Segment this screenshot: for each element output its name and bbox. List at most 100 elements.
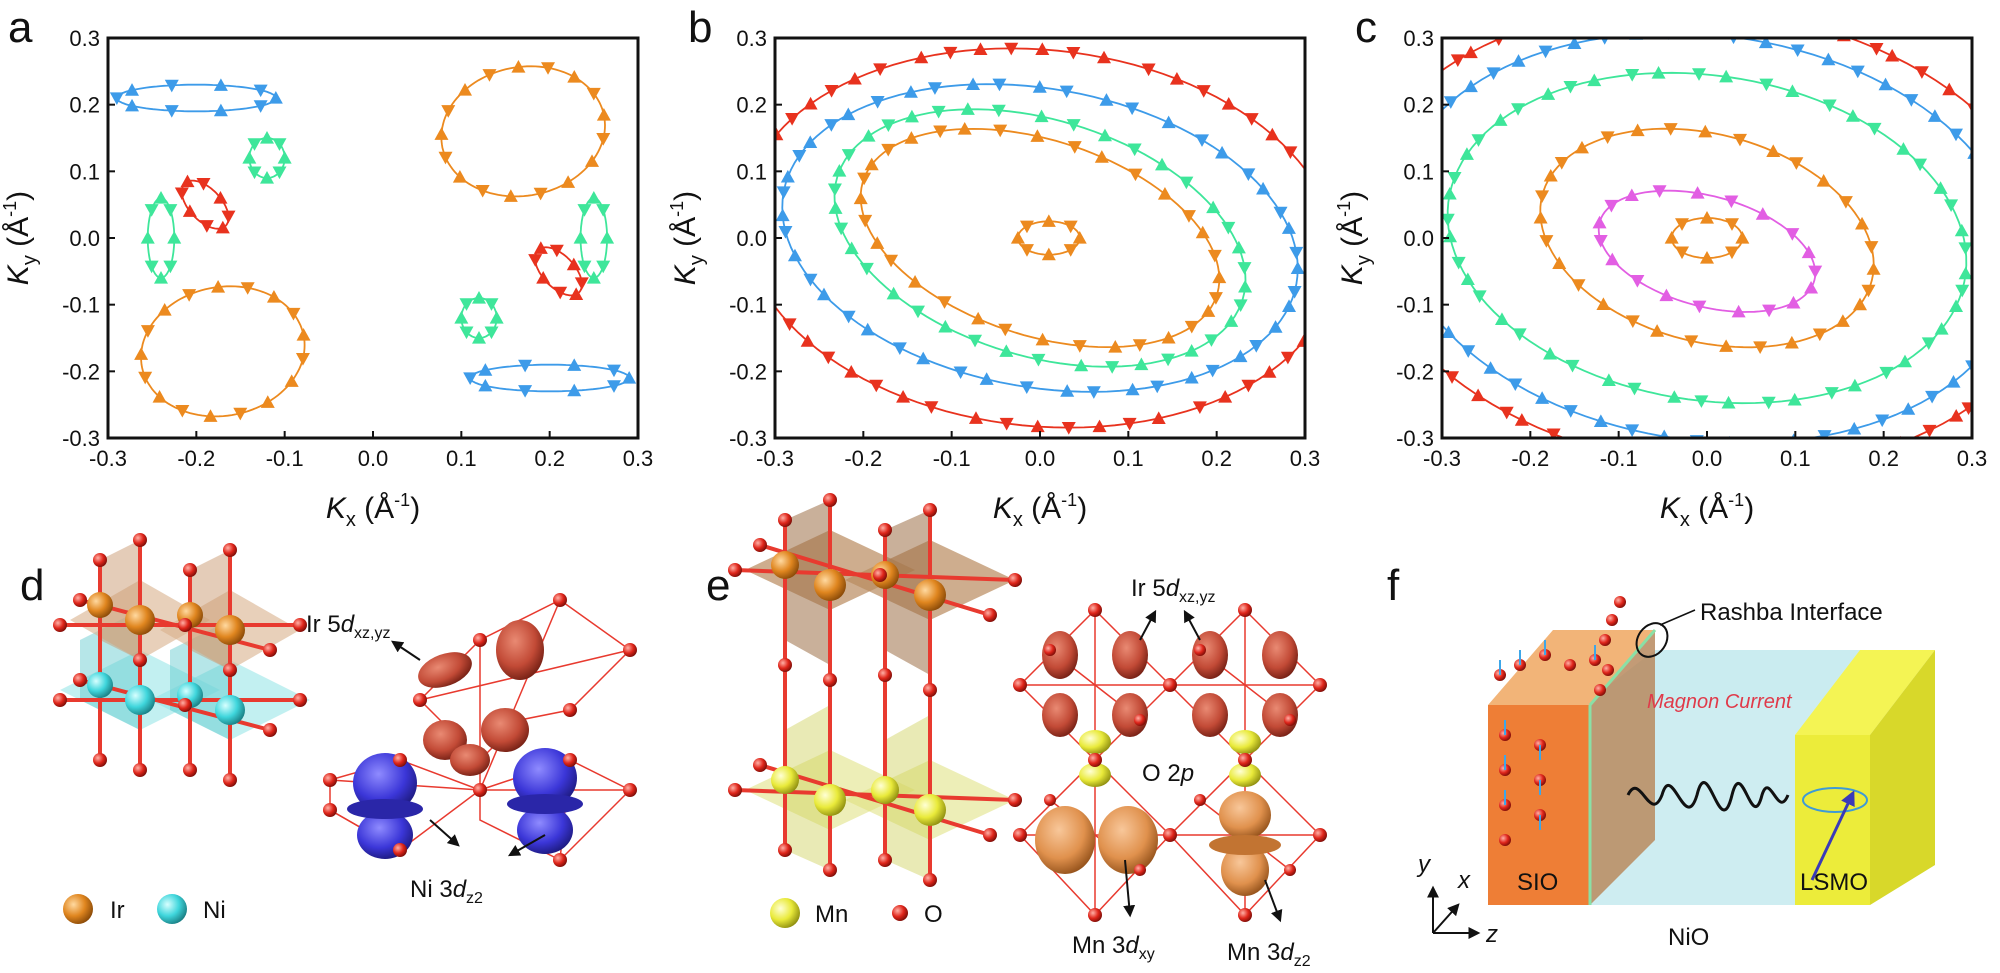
ni-dz2-lobe [513,748,577,808]
spin-texture-point [1955,284,1970,298]
spin-texture-point [1215,145,1230,159]
spin-texture-point [260,395,275,408]
spin-texture-point [1824,387,1839,400]
o-2p-lobe [1079,763,1111,787]
spin-texture-point [1565,359,1580,373]
spin-texture-point [910,305,925,319]
spin-texture-point [109,92,124,105]
spin-texture-point [1471,388,1486,402]
spin-texture-point [1791,433,1797,438]
spin-texture-point [144,260,159,274]
spin-texture-point [1543,346,1558,360]
ir-d-lobe [1042,693,1078,737]
mn-dxy-lobe [1035,806,1095,874]
spin-texture-point [1035,332,1050,346]
spin-texture-point [1241,379,1256,393]
y-tick-label: -0.3 [1396,426,1434,451]
spin-texture-point [1105,361,1120,374]
panel-label-c: c [1355,3,1377,52]
fermi-contour-red [1442,38,1972,438]
spin-texture-point [914,50,929,64]
spin-texture-point [873,63,888,77]
spin-texture-point [924,401,939,414]
spin-texture-point [1593,235,1608,248]
ir-atom [771,551,799,579]
spin-texture-point [1785,228,1800,241]
spin-texture-point [1368,140,1382,153]
spin-texture-point [182,204,197,217]
spin-texture-point [1567,38,1582,50]
spin-texture-point [1237,262,1252,275]
spin-texture-point [459,326,474,340]
spin-texture-point [1461,345,1476,358]
spin-texture-point [1443,96,1458,109]
spin-texture-point [816,287,831,301]
y-tick-label: -0.2 [62,359,100,384]
spin-texture-point [484,298,499,311]
spin-texture-point [968,411,983,424]
spin-texture-point [144,204,159,217]
spin-texture-point [1913,158,1928,172]
x-tick-label: -0.1 [933,446,971,471]
spin-texture-point [1019,381,1034,395]
spin-texture-point [1677,1,1691,14]
spin-texture-point [999,344,1014,357]
spin-texture-point [1847,378,1862,392]
spin-texture-point [785,113,800,126]
spin-texture-point [1072,231,1087,244]
spin-texture-point [1878,77,1893,91]
spin-texture-point [1944,199,1959,212]
spin-texture-point [478,378,493,392]
spin-texture-point [1265,127,1280,141]
ir-orbital-arrow [1183,609,1201,641]
spin-texture-point [738,193,752,206]
spin-texture-point [1041,247,1056,261]
spin-texture-point [1061,422,1076,435]
ni-orbital-label: Ni 3dz2 [410,876,483,907]
spin-texture-point [163,204,178,217]
spin-texture-point [1803,19,1817,32]
spin-texture-point [869,379,884,393]
spin-texture-point [1692,68,1707,81]
o-2p-lobe [1079,730,1111,754]
spin-texture-point [484,326,499,340]
spin-texture-point [295,353,310,366]
legend-mn-label: Mn [815,901,848,928]
spin-texture-point [459,298,474,311]
spin-texture-point [1427,70,1441,83]
o-2p-lobe [1229,730,1261,754]
spin-texture-point [164,105,179,118]
spin-texture-point [1205,364,1220,378]
ir-octahedron [885,510,930,675]
spin-texture-point [1753,341,1768,354]
spin-texture-point [1097,50,1112,64]
spin-texture-point [475,184,490,198]
spin-texture-point [1181,210,1196,223]
spin-texture-point [1150,380,1165,394]
plot-c: -0.3 -0.2 -0.1 0.0 0.1 0.2 0.3 0.3 0.2 0.1 0.0 -0.1… [1334,1,1987,531]
spin-texture-point [154,191,168,204]
ir-d-lobe [1192,693,1228,737]
spin-texture-point [1713,2,1727,15]
spin-texture-point [858,214,873,228]
mn-dxy-arrow [1123,859,1136,918]
spin-texture-point [454,311,469,324]
spin-texture-point [1184,370,1199,384]
x-tick-label: 0.1 [446,446,477,471]
ni-dz2-torus [507,794,583,814]
x-tick-label: -0.1 [266,446,304,471]
y-tick-label: 0.0 [736,226,767,251]
spin-texture-point [1766,144,1781,157]
spin-texture-point [553,286,568,300]
plot-area [738,42,1330,435]
spin-texture-point [1086,386,1101,399]
spin-texture-point [1092,419,1107,433]
spin-texture-point [860,322,875,336]
spin-texture-point [586,87,601,101]
x-tick-label: 0.2 [1868,446,1899,471]
ir-dxz-lobe [496,620,544,680]
spin-texture-point [573,231,588,244]
spin-texture-point [1316,193,1330,206]
spin-texture-point [870,236,885,249]
spin-texture-point [1262,365,1277,378]
